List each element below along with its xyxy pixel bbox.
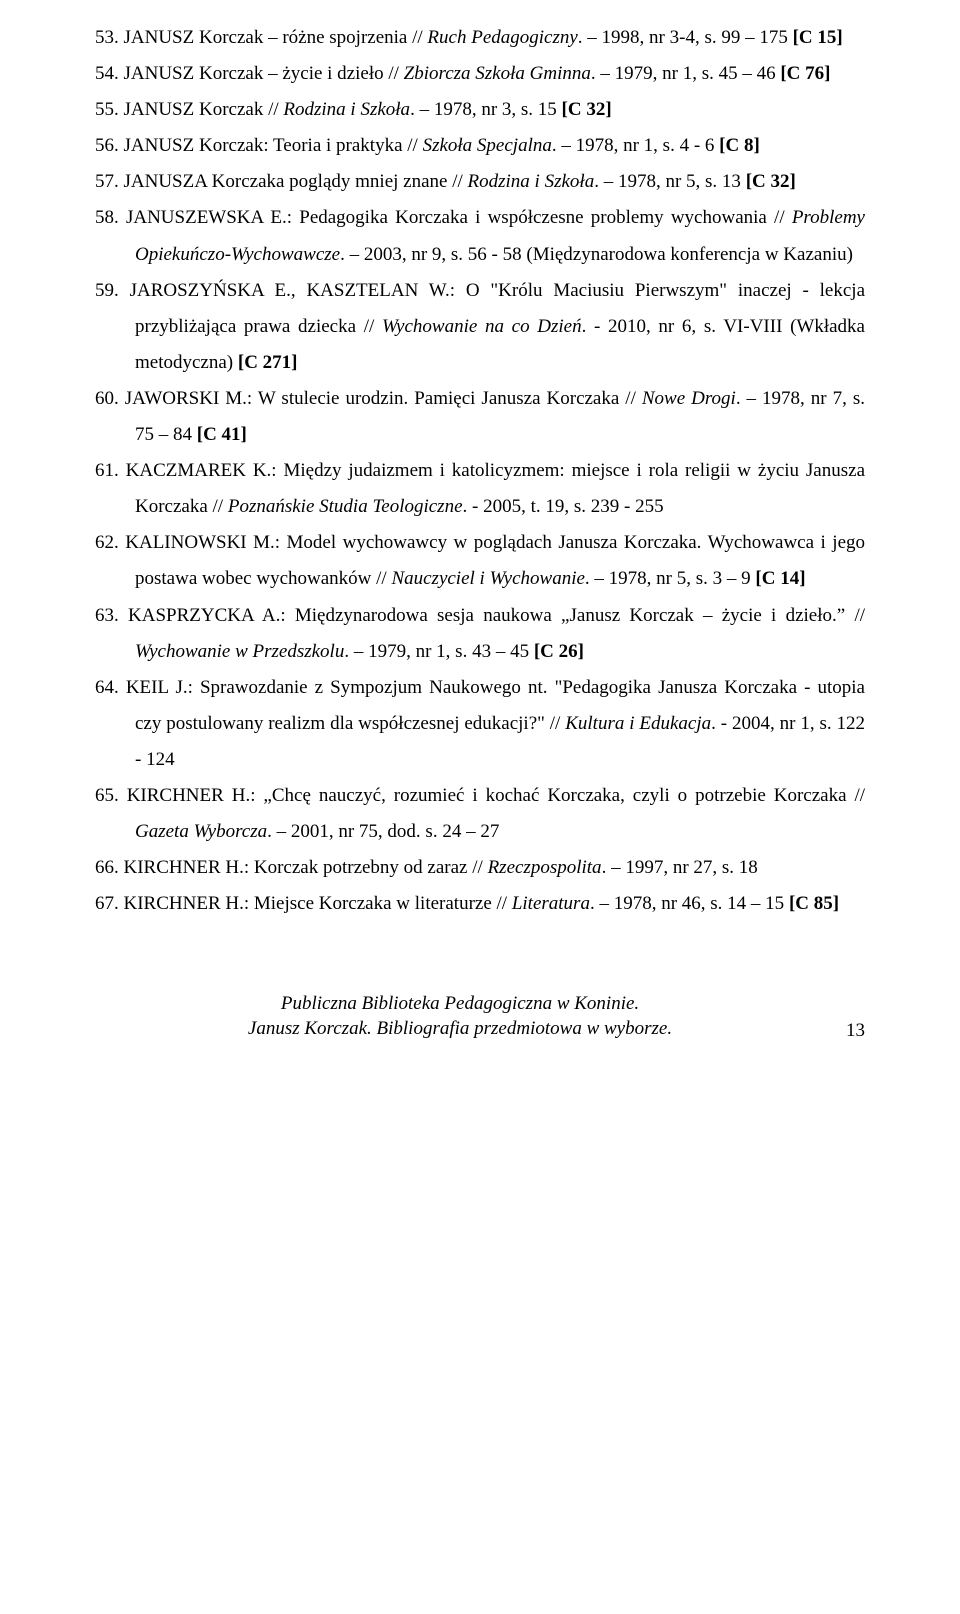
entry-64: KEIL J.: Sprawozdanie z Sympozjum Naukow…: [95, 670, 865, 778]
entry-suffix: . – 1979, nr 1, s. 45 – 46: [591, 63, 780, 84]
entry-prefix: JANUSZA Korczaka poglądy mniej znane //: [124, 171, 468, 192]
entry-code: [C 14]: [755, 568, 805, 589]
entry-prefix: JANUSZ Korczak: Teoria i praktyka //: [124, 135, 423, 156]
entry-67: KIRCHNER H.: Miejsce Korczaka w literatu…: [95, 886, 865, 922]
entry-prefix: KIRCHNER H.: Miejsce Korczaka w literatu…: [124, 893, 512, 914]
entry-56: JANUSZ Korczak: Teoria i praktyka // Szk…: [95, 128, 865, 164]
entry-code: [C 41]: [197, 424, 247, 445]
entry-60: JAWORSKI M.: W stulecie urodzin. Pamięci…: [95, 381, 865, 453]
entry-source: Nowe Drogi: [642, 388, 736, 409]
entry-suffix: . – 1979, nr 1, s. 43 – 45: [344, 641, 533, 662]
entry-prefix: KIRCHNER H.: Korczak potrzebny od zaraz …: [124, 857, 488, 878]
entry-source: Rodzina i Szkoła: [283, 99, 410, 120]
entry-suffix: . – 1997, nr 27, s. 18: [602, 857, 758, 878]
entry-code: [C 26]: [534, 641, 584, 662]
footer-line-1: Publiczna Biblioteka Pedagogiczna w Koni…: [95, 992, 825, 1017]
entry-suffix: . - 2005, t. 19, s. 239 - 255: [463, 496, 664, 517]
page-footer: Publiczna Biblioteka Pedagogiczna w Koni…: [95, 992, 865, 1041]
entry-59: JAROSZYŃSKA E., KASZTELAN W.: O "Królu M…: [95, 273, 865, 381]
entry-prefix: KIRCHNER H.: „Chcę nauczyć, rozumieć i k…: [127, 785, 865, 806]
entry-58: JANUSZEWSKA E.: Pedagogika Korczaka i ws…: [95, 200, 865, 272]
entry-prefix: JANUSZ Korczak – różne spojrzenia //: [124, 27, 428, 48]
entry-suffix: . – 1978, nr 46, s. 14 – 15: [590, 893, 789, 914]
entry-62: KALINOWSKI M.: Model wychowawcy w pogląd…: [95, 525, 865, 597]
entry-prefix: JANUSZEWSKA E.: Pedagogika Korczaka i ws…: [126, 207, 792, 228]
entry-code: [C 8]: [719, 135, 760, 156]
document-page: JANUSZ Korczak – różne spojrzenia // Ruc…: [0, 0, 960, 1082]
entry-source: Zbiorcza Szkoła Gminna: [404, 63, 591, 84]
entry-suffix: . – 1978, nr 5, s. 13: [594, 171, 745, 192]
entry-code: [C 76]: [780, 63, 830, 84]
entry-source: Gazeta Wyborcza: [135, 821, 267, 842]
entry-suffix: . – 2001, nr 75, dod. s. 24 – 27: [267, 821, 499, 842]
entry-source: Wychowanie na co Dzień: [382, 316, 582, 337]
entry-code: [C 271]: [238, 352, 298, 373]
entry-source: Szkoła Specjalna: [423, 135, 552, 156]
entry-54: JANUSZ Korczak – życie i dzieło // Zbior…: [95, 56, 865, 92]
entry-61: KACZMAREK K.: Między judaizmem i katolic…: [95, 453, 865, 525]
entry-prefix: KASPRZYCKA A.: Międzynarodowa sesja nauk…: [128, 605, 865, 626]
entry-suffix: . – 1978, nr 5, s. 3 – 9: [585, 568, 755, 589]
entry-code: [C 32]: [562, 99, 612, 120]
entry-65: KIRCHNER H.: „Chcę nauczyć, rozumieć i k…: [95, 778, 865, 850]
entry-source: Rzeczpospolita: [488, 857, 602, 878]
footer-text: Publiczna Biblioteka Pedagogiczna w Koni…: [95, 992, 825, 1041]
entry-source: Nauczyciel i Wychowanie: [391, 568, 584, 589]
entry-suffix: . – 2003, nr 9, s. 56 - 58 (Międzynarodo…: [340, 244, 853, 265]
entry-55: JANUSZ Korczak // Rodzina i Szkoła. – 19…: [95, 92, 865, 128]
entry-66: KIRCHNER H.: Korczak potrzebny od zaraz …: [95, 850, 865, 886]
entry-suffix: . – 1978, nr 3, s. 15: [410, 99, 561, 120]
entry-source: Ruch Pedagogiczny: [427, 27, 577, 48]
entry-57: JANUSZA Korczaka poglądy mniej znane // …: [95, 164, 865, 200]
entry-prefix: JAWORSKI M.: W stulecie urodzin. Pamięci…: [125, 388, 642, 409]
entry-source: Literatura: [512, 893, 590, 914]
entry-63: KASPRZYCKA A.: Międzynarodowa sesja nauk…: [95, 598, 865, 670]
entry-source: Kultura i Edukacja: [565, 713, 711, 734]
entry-prefix: JANUSZ Korczak //: [124, 99, 284, 120]
entry-source: Rodzina i Szkoła: [468, 171, 595, 192]
entry-code: [C 32]: [746, 171, 796, 192]
entry-suffix: . – 1978, nr 1, s. 4 - 6: [552, 135, 719, 156]
entry-source: Poznańskie Studia Teologiczne: [228, 496, 463, 517]
entry-suffix: . – 1998, nr 3-4, s. 99 – 175: [578, 27, 793, 48]
entry-code: [C 85]: [789, 893, 839, 914]
footer-line-2: Janusz Korczak. Bibliografia przedmiotow…: [95, 1017, 825, 1042]
entry-code: [C 15]: [793, 27, 843, 48]
page-number: 13: [825, 1020, 865, 1042]
bibliography-list: JANUSZ Korczak – różne spojrzenia // Ruc…: [95, 20, 865, 922]
entry-53: JANUSZ Korczak – różne spojrzenia // Ruc…: [95, 20, 865, 56]
entry-prefix: JANUSZ Korczak – życie i dzieło //: [124, 63, 404, 84]
entry-source: Wychowanie w Przedszkolu: [135, 641, 344, 662]
